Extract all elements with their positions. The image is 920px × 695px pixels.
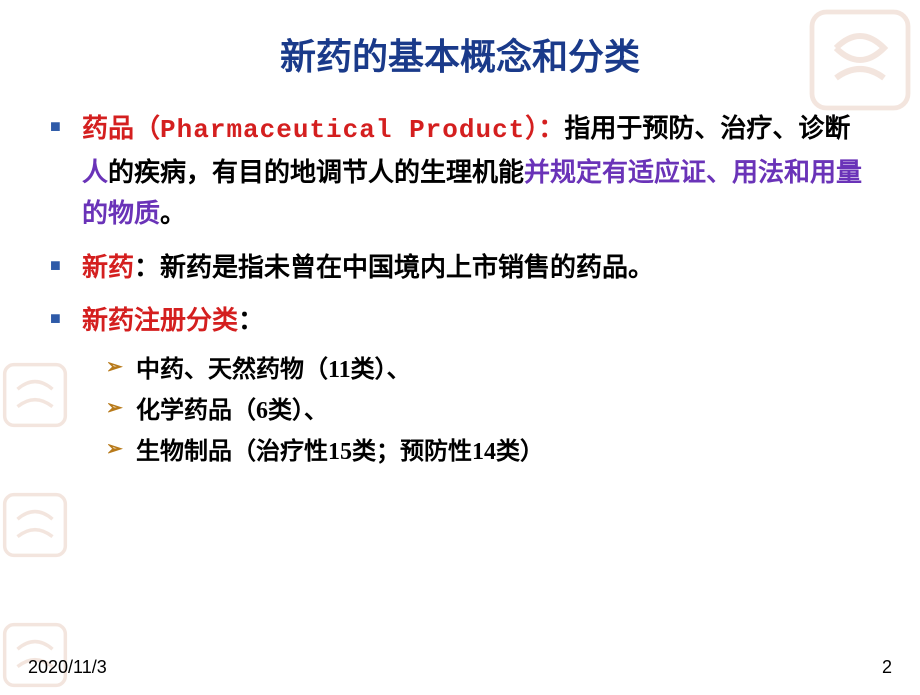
bullet-item-1: 药品（Pharmaceutical Product）：指用于预防、治疗、诊断人的…	[50, 108, 870, 235]
colon: ：	[134, 253, 160, 282]
footer-date: 2020/11/3	[28, 657, 107, 678]
bullet-item-2: 新药：新药是指未曾在中国境内上市销售的药品。	[50, 247, 870, 289]
sub-item-text: 化学药品（6类）、	[136, 398, 328, 424]
slide: 新药的基本概念和分类 药品（Pharmaceutical Product）：指用…	[0, 0, 920, 690]
term-english: Pharmaceutical Product	[160, 115, 525, 145]
bullet-list: 药品（Pharmaceutical Product）：指用于预防、治疗、诊断人的…	[50, 108, 870, 472]
slide-title: 新药的基本概念和分类	[50, 28, 870, 80]
body-text: 。	[160, 199, 186, 228]
body-text: 新药是指未曾在中国境内上市销售的药品。	[160, 253, 654, 282]
sub-item-text: 中药、天然药物（11类）、	[136, 357, 411, 383]
body-text: 的疾病，有目的地调节人的生理机能	[108, 158, 524, 187]
sub-item: 中药、天然药物（11类）、	[82, 350, 870, 391]
body-text: 指用于预防、治疗、诊断	[564, 114, 850, 143]
term-label: 新药注册分类	[82, 306, 238, 335]
sub-item: 化学药品（6类）、	[82, 391, 870, 432]
term-label: 新药	[82, 253, 134, 282]
paren-close: ）：	[525, 114, 564, 143]
paren-open: （	[134, 114, 160, 143]
body-highlight: 人	[82, 158, 108, 187]
sub-list: 中药、天然药物（11类）、 化学药品（6类）、 生物制品（治疗性15类；预防性1…	[82, 350, 870, 472]
colon: ：	[238, 306, 264, 335]
term-label: 药品	[82, 114, 134, 143]
sub-item-text: 生物制品（治疗性15类；预防性14类）	[136, 439, 544, 465]
footer-page-number: 2	[882, 657, 892, 678]
footer: 2020/11/3 2	[28, 657, 892, 678]
bullet-item-3: 新药注册分类： 中药、天然药物（11类）、 化学药品（6类）、 生物制品（治疗性…	[50, 300, 870, 472]
sub-item: 生物制品（治疗性15类；预防性14类）	[82, 432, 870, 473]
